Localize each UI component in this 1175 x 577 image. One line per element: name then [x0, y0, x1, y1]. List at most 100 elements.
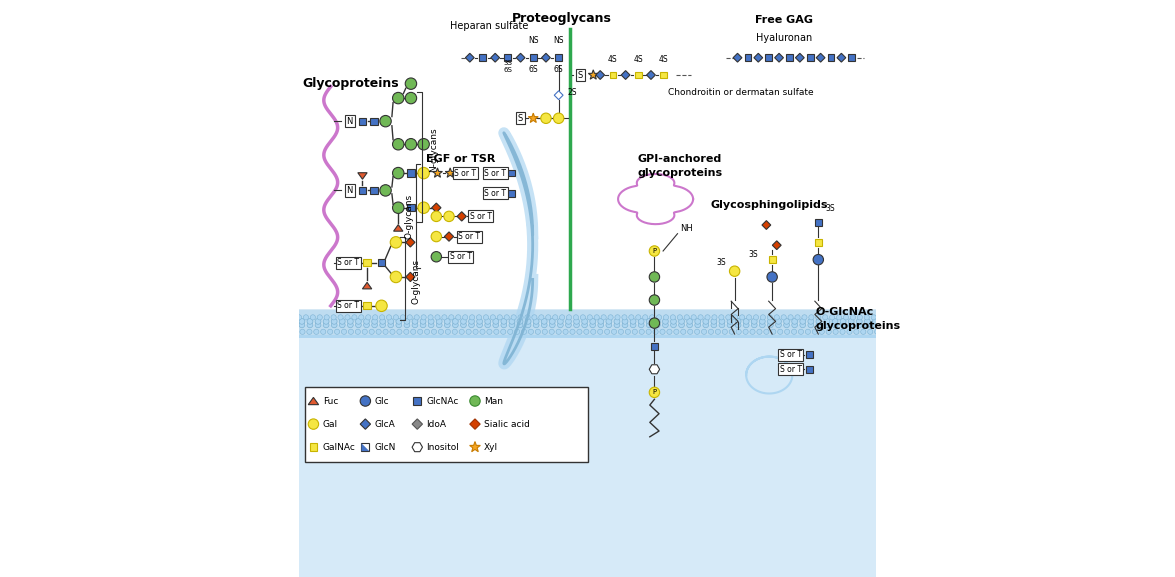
Circle shape [646, 319, 652, 324]
Circle shape [824, 319, 830, 324]
Circle shape [388, 319, 394, 324]
Circle shape [485, 322, 491, 328]
Circle shape [858, 315, 862, 320]
FancyBboxPatch shape [786, 54, 793, 61]
Circle shape [723, 329, 727, 335]
Polygon shape [542, 53, 550, 62]
Polygon shape [412, 443, 423, 452]
Text: Hyaluronan: Hyaluronan [756, 32, 812, 43]
Circle shape [577, 329, 582, 335]
Text: GalNAc: GalNAc [323, 443, 356, 452]
Circle shape [679, 319, 684, 324]
Circle shape [431, 252, 442, 262]
Circle shape [436, 319, 442, 324]
Circle shape [308, 419, 318, 429]
Polygon shape [761, 220, 771, 230]
Text: Gal: Gal [323, 419, 337, 429]
Polygon shape [596, 70, 605, 80]
Circle shape [340, 322, 345, 328]
Circle shape [630, 322, 636, 328]
Circle shape [832, 319, 838, 324]
Text: S or T: S or T [458, 232, 481, 241]
Circle shape [442, 315, 446, 320]
Circle shape [565, 322, 571, 328]
Circle shape [315, 319, 321, 324]
Circle shape [650, 387, 659, 398]
Circle shape [438, 329, 443, 335]
Text: N: N [347, 186, 352, 195]
Circle shape [792, 329, 797, 335]
Polygon shape [646, 70, 656, 80]
Circle shape [744, 319, 748, 324]
Circle shape [654, 322, 660, 328]
Polygon shape [774, 53, 784, 62]
Circle shape [566, 315, 571, 320]
Circle shape [606, 319, 612, 324]
Circle shape [396, 319, 402, 324]
FancyBboxPatch shape [378, 259, 385, 266]
Circle shape [424, 329, 430, 335]
Circle shape [492, 322, 498, 328]
Circle shape [550, 319, 556, 324]
Circle shape [595, 315, 599, 320]
Circle shape [848, 322, 854, 328]
Circle shape [351, 315, 357, 320]
Circle shape [611, 329, 617, 335]
Polygon shape [432, 168, 443, 177]
Text: 4S: 4S [633, 55, 643, 64]
Circle shape [730, 266, 740, 276]
Circle shape [485, 319, 491, 324]
Circle shape [854, 329, 859, 335]
Circle shape [844, 315, 848, 320]
Circle shape [878, 315, 884, 320]
Circle shape [826, 329, 831, 335]
FancyBboxPatch shape [298, 310, 877, 323]
Circle shape [687, 329, 693, 335]
Text: 4S: 4S [609, 55, 618, 64]
Text: O-GlcNAc: O-GlcNAc [815, 306, 874, 317]
Circle shape [750, 329, 756, 335]
Circle shape [874, 329, 880, 335]
FancyBboxPatch shape [358, 187, 367, 194]
Circle shape [781, 315, 786, 320]
Circle shape [517, 319, 523, 324]
Circle shape [851, 315, 855, 320]
Circle shape [494, 329, 499, 335]
Circle shape [405, 138, 417, 150]
Circle shape [638, 322, 644, 328]
Circle shape [529, 329, 533, 335]
Circle shape [314, 329, 318, 335]
Circle shape [785, 329, 790, 335]
Circle shape [545, 315, 551, 320]
Circle shape [461, 322, 466, 328]
Circle shape [323, 322, 329, 328]
Circle shape [511, 315, 516, 320]
Circle shape [664, 315, 669, 320]
Circle shape [727, 319, 733, 324]
FancyBboxPatch shape [363, 259, 371, 266]
Circle shape [598, 329, 603, 335]
Circle shape [444, 319, 450, 324]
Circle shape [414, 315, 419, 320]
Circle shape [686, 319, 692, 324]
Circle shape [654, 319, 660, 324]
Polygon shape [405, 272, 415, 282]
Circle shape [536, 329, 541, 335]
Text: S or T: S or T [484, 168, 506, 178]
Circle shape [565, 319, 571, 324]
Circle shape [857, 319, 862, 324]
Polygon shape [817, 53, 825, 62]
Circle shape [525, 315, 530, 320]
Circle shape [392, 138, 404, 150]
Circle shape [380, 185, 391, 196]
Text: Heparan sulfate: Heparan sulfate [450, 21, 529, 31]
Circle shape [390, 237, 402, 248]
Text: P: P [652, 248, 657, 254]
Circle shape [405, 92, 417, 104]
Circle shape [733, 315, 738, 320]
Circle shape [751, 322, 757, 328]
Polygon shape [470, 419, 481, 429]
Circle shape [307, 329, 313, 335]
Circle shape [383, 329, 388, 335]
Circle shape [808, 315, 814, 320]
